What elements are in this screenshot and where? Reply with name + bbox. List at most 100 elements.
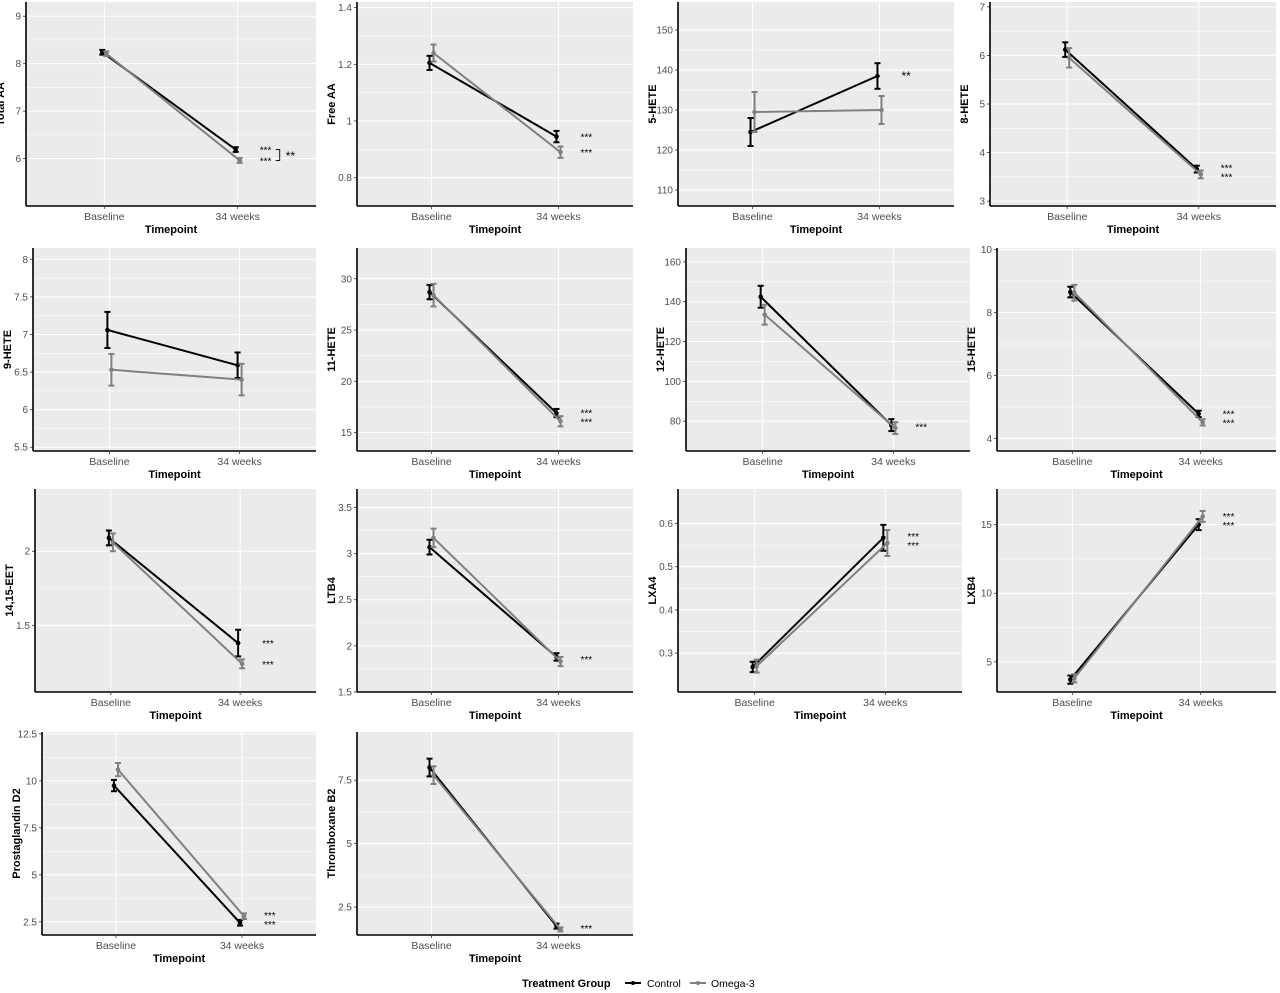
legend-label-control: Control (647, 978, 681, 990)
significance-label: *** (1221, 163, 1233, 174)
x-tick-label: 34 weeks (217, 456, 261, 468)
data-point-omega-3 (1072, 675, 1077, 681)
x-tick-label: Baseline (411, 456, 451, 468)
series-line-omega-3 (111, 368, 242, 381)
data-point-omega-3 (241, 913, 247, 919)
data-point-omega-3 (431, 535, 436, 541)
y-axis-title: Thromboxane B2 (326, 789, 338, 879)
series-line-omega-3 (432, 294, 562, 422)
x-tick-label: Baseline (411, 697, 451, 709)
data-point-omega-3 (239, 377, 244, 382)
x-tick-label: Baseline (411, 211, 451, 223)
y-tick-label: 0.4 (659, 605, 673, 616)
data-point-omega-3 (1066, 55, 1072, 61)
y-tick-label: 1.2 (338, 60, 352, 71)
x-axis-title: Timepoint (149, 710, 202, 722)
y-tick-label: 130 (656, 106, 673, 117)
panel-thromboxane-b2: 2.5 5 7.5 Baseline 34 weeks Timepoint Thrombox… (326, 732, 633, 965)
significance-label: *** (264, 920, 276, 931)
y-tick-label: 7.5 (338, 776, 352, 787)
series-line-control (113, 784, 241, 924)
significance-label: *** (580, 148, 592, 159)
x-tick-label: Baseline (1052, 697, 1092, 709)
y-tick-label: 6 (15, 154, 21, 165)
data-point-omega-3 (879, 107, 884, 113)
y-tick-label: 110 (657, 186, 673, 197)
panel-lxa4: 0.3 0.4 0.5 0.6 Baseline 34 weeks Timepoint LXA… (647, 489, 962, 722)
x-axis-title: Timepoint (1110, 710, 1163, 722)
y-tick-label: 7 (15, 107, 21, 118)
data-point-control (758, 294, 763, 300)
significance-label: *** (260, 156, 272, 167)
significance-label: *** (915, 423, 927, 434)
x-tick-label: Baseline (743, 456, 783, 468)
data-point-control (554, 410, 559, 416)
x-tick-label: 34 weeks (536, 456, 580, 468)
panel-15-hete: 4 6 8 10 Baseline 34 weeks Timepoint 15-HETE ***… (966, 245, 1276, 481)
legend-title: Treatment Group (522, 978, 611, 990)
data-point-control (427, 289, 432, 295)
y-tick-label: 3 (346, 549, 352, 560)
x-tick-label: Baseline (89, 456, 129, 468)
plot-background (357, 489, 633, 692)
series-line-control (107, 328, 238, 367)
y-tick-label: 30 (341, 274, 353, 285)
significance-label: *** (580, 133, 592, 144)
significance-label: *** (580, 409, 592, 420)
y-tick-label: 9 (15, 12, 21, 23)
y-tick-label: 8 (22, 255, 28, 266)
y-tick-label: 0.6 (659, 519, 673, 530)
series-line-omega-3 (112, 541, 243, 665)
x-tick-label: 34 weeks (1178, 697, 1222, 709)
y-axis-title: 8-HETE (959, 84, 971, 123)
x-axis-title: Timepoint (469, 953, 522, 965)
data-point-control (111, 783, 117, 788)
data-point-control (875, 73, 880, 79)
x-tick-label: Baseline (91, 697, 131, 709)
significance-label: *** (580, 655, 592, 666)
y-tick-label: 100 (664, 377, 681, 388)
y-tick-label: 140 (664, 297, 681, 308)
y-tick-label: 6 (22, 405, 28, 416)
x-axis-title: Timepoint (469, 469, 522, 481)
data-point-control (106, 535, 112, 541)
data-point-omega-3 (1200, 420, 1205, 425)
y-tick-label: 150 (656, 26, 673, 37)
y-tick-label: 7.5 (14, 292, 28, 303)
series-line-omega-3 (764, 313, 896, 429)
panel-14-15-eet: 1.5 2 Baseline 34 weeks Timepoint 14,15-EET **… (4, 489, 316, 722)
data-point-omega-3 (762, 312, 767, 317)
y-tick-label: 5 (346, 839, 352, 850)
plot-background (26, 2, 316, 206)
legend-item-control: Control (625, 978, 681, 990)
plot-background (33, 248, 316, 451)
y-tick-label: 0.5 (659, 562, 673, 573)
y-tick-label: 10 (981, 589, 993, 600)
series-line-omega-3 (1073, 515, 1204, 679)
x-axis-title: Timepoint (1110, 469, 1163, 481)
y-tick-label: 6 (979, 51, 985, 62)
data-point-omega-3 (110, 540, 116, 545)
y-tick-label: 4 (986, 434, 992, 445)
series-line-omega-3 (755, 542, 889, 667)
data-point-omega-3 (558, 418, 563, 424)
y-tick-label: 1.4 (338, 3, 352, 14)
data-point-omega-3 (239, 661, 245, 667)
y-tick-label: 5 (986, 657, 992, 668)
y-tick-label: 1 (346, 117, 352, 128)
series-line-control (108, 537, 239, 644)
series-line-omega-3 (1068, 57, 1202, 176)
y-tick-label: 7.5 (23, 823, 37, 834)
y-tick-label: 5 (31, 870, 37, 881)
y-tick-label: 15 (981, 520, 993, 531)
y-axis-title: LXA4 (647, 576, 659, 605)
panel-prostaglandin-d2: 2.5 5 7.5 10 12.5 Baseline 34 weeks Timepoint Pr… (11, 729, 316, 965)
series-line-control (1064, 48, 1198, 170)
data-point-omega-3 (893, 425, 898, 431)
series-line-omega-3 (432, 774, 562, 931)
data-point-control (748, 129, 753, 135)
bracket-significance-label: ** (286, 149, 296, 163)
x-tick-label: 34 weeks (871, 456, 915, 468)
y-tick-label: 8 (15, 59, 21, 70)
